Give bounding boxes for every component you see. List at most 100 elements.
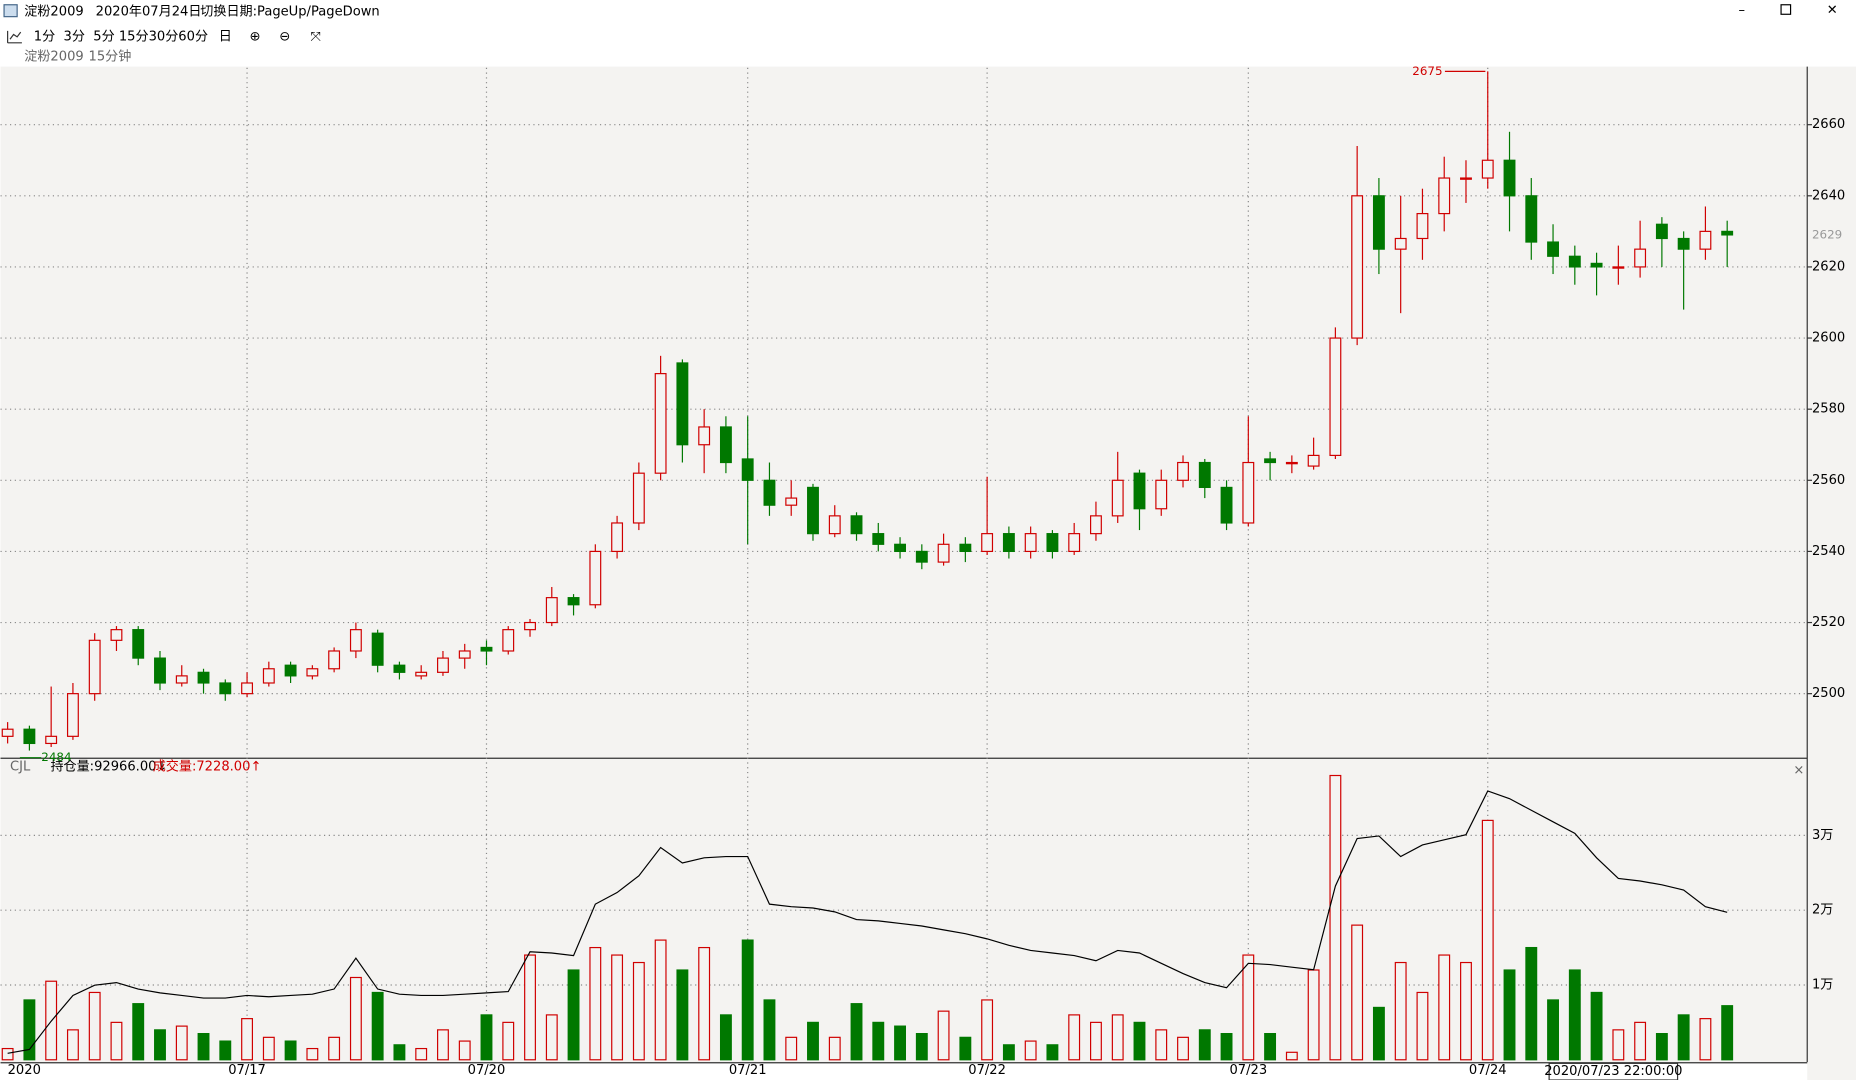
y-tick-label: 2640 <box>1812 188 1845 203</box>
period-button[interactable]: 日 <box>219 29 232 44</box>
panel-close[interactable]: × <box>1793 763 1804 778</box>
volume-bar <box>1460 961 1472 1061</box>
x-tick-label: 07/23 <box>1229 1063 1267 1078</box>
zoom-out[interactable]: ⊖ <box>279 29 290 44</box>
volume-bar <box>66 1029 79 1061</box>
volume-bar <box>1699 1018 1712 1061</box>
volume-bar <box>1351 924 1364 1061</box>
volume-bar <box>1677 1014 1690 1061</box>
y-tick-label: 2600 <box>1812 331 1845 346</box>
period-button[interactable]: 15分 <box>119 28 149 44</box>
candle-body <box>785 497 798 506</box>
candle-body <box>110 629 123 641</box>
period-button[interactable]: 5分 <box>93 28 114 44</box>
candle-body <box>763 479 776 506</box>
volume-bar <box>915 1033 928 1061</box>
candle-body <box>915 550 928 563</box>
volume-bar <box>415 1047 428 1061</box>
candle-body <box>698 426 711 446</box>
candle-body <box>1155 479 1168 510</box>
candle-body <box>1177 461 1189 481</box>
candle-body <box>241 682 254 695</box>
y-tick-label: 1万 <box>1812 977 1833 992</box>
volume-bar <box>589 946 602 1061</box>
y-tick-label: 2660 <box>1812 117 1845 132</box>
candle-body <box>524 621 536 631</box>
chart-tool[interactable] <box>7 30 22 44</box>
candle-body <box>611 522 624 553</box>
candle-body <box>1351 195 1364 339</box>
candle-body <box>1481 159 1494 179</box>
volume-bar <box>1133 1021 1146 1061</box>
volume-bar <box>1568 969 1581 1061</box>
candle-body <box>1285 461 1298 465</box>
zoom-in[interactable]: ⊕ <box>250 29 261 44</box>
volume-bar <box>1481 819 1494 1061</box>
candle-body <box>66 693 79 737</box>
volume-bar <box>23 999 36 1061</box>
volume-bar <box>763 999 776 1061</box>
candle-body <box>1394 237 1407 250</box>
y-tick-label: 2500 <box>1812 686 1845 701</box>
x-tick-label: 2020 <box>8 1063 41 1078</box>
period-label: 15分钟 <box>89 48 132 65</box>
period-button[interactable]: 30分 <box>149 28 179 44</box>
candle-body <box>371 632 384 666</box>
candle-body <box>154 657 166 684</box>
volume-bar <box>1046 1044 1059 1061</box>
volume-bar <box>197 1033 210 1061</box>
candle-body <box>1547 241 1559 257</box>
candle-body <box>349 629 362 652</box>
candle-body <box>45 735 58 745</box>
volume-bar <box>1285 1051 1298 1061</box>
candle-body <box>589 550 602 606</box>
period-button[interactable]: 1分 <box>34 28 55 44</box>
restore[interactable] <box>1780 4 1792 15</box>
reset[interactable]: ⤧ <box>310 29 321 44</box>
candle-body <box>894 543 906 553</box>
volume-bar <box>1307 969 1320 1061</box>
volume-bar <box>698 946 711 1061</box>
minimize[interactable]: – <box>1739 3 1746 18</box>
volume-bar <box>807 1021 819 1061</box>
volume-bar <box>872 1021 885 1061</box>
volume-bar <box>458 1040 471 1061</box>
candle-body <box>1198 461 1211 489</box>
volume-bar <box>1329 774 1342 1061</box>
candle-body <box>545 597 558 624</box>
candle-body <box>807 486 819 535</box>
candle-body <box>502 629 515 652</box>
volume-label: 成交量:7228.00↑ <box>153 758 262 775</box>
volume-bar <box>741 939 754 1061</box>
volume-bar <box>850 1003 863 1061</box>
max-label: 2675 <box>1412 64 1442 78</box>
candle-body <box>1242 461 1255 524</box>
x-tick-label: 07/20 <box>468 1063 506 1078</box>
volume-bar <box>1155 1029 1168 1061</box>
panel-name: CJL <box>10 760 31 775</box>
volume-bar <box>567 969 580 1061</box>
candle-body <box>415 671 428 677</box>
period-button[interactable]: 3分 <box>64 28 85 44</box>
volume-bar <box>1024 1040 1037 1061</box>
plot-bg <box>0 66 1808 1063</box>
candle-body <box>197 671 210 684</box>
candle-body <box>741 458 754 481</box>
oi-label: 持仓量:92966.00↓ <box>50 759 167 775</box>
candle-body <box>1460 177 1472 180</box>
volume-bar <box>1547 999 1559 1061</box>
candle-body <box>937 543 950 563</box>
candle-body <box>872 533 885 545</box>
volume-bar <box>1242 954 1255 1061</box>
close[interactable]: ✕ <box>1827 3 1838 18</box>
candle-body <box>1612 266 1625 269</box>
x-tick-label: 07/22 <box>968 1063 1006 1078</box>
period-button[interactable]: 60分 <box>178 28 208 44</box>
candle-body <box>284 664 297 677</box>
volume-bar <box>1220 1033 1233 1061</box>
volume-bar <box>1503 969 1516 1061</box>
volume-bar <box>1198 1029 1211 1061</box>
x-tick-label: 07/21 <box>729 1063 767 1078</box>
cursor-box <box>1548 1062 1679 1080</box>
